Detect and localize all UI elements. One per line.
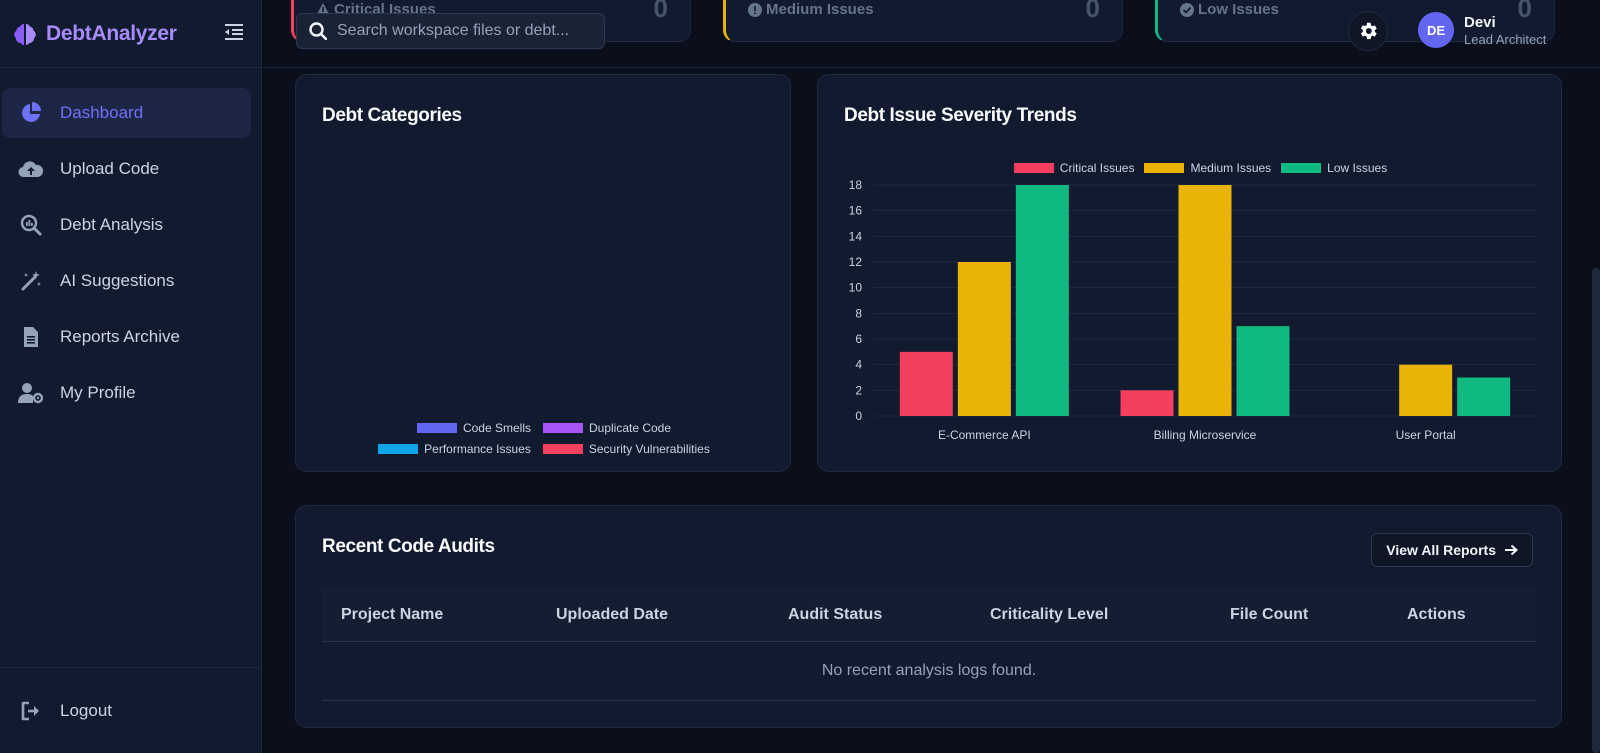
sidebar-item-label: Debt Analysis — [60, 215, 163, 234]
sidebar-item-ai-suggestions[interactable]: AI Suggestions — [2, 256, 251, 306]
sidebar-item-label: Dashboard — [60, 103, 144, 122]
low-issues-label: Low Issues — [1180, 1, 1279, 18]
y-tick-label: 6 — [855, 332, 862, 346]
logout-button[interactable]: Logout — [2, 686, 252, 736]
info-circle-icon — [748, 2, 762, 17]
column-header-criticality-level[interactable]: Criticality Level — [990, 606, 1109, 623]
panel-title: Recent Code Audits — [322, 536, 495, 557]
sidebar-item-label: AI Suggestions — [60, 271, 175, 290]
top-header: Critical Issues 0 Medium Issues 0 Low Is… — [263, 0, 1600, 68]
page-scrollbar[interactable] — [1592, 268, 1600, 753]
panel-title: Debt Issue Severity Trends — [844, 105, 1077, 126]
file-icon — [18, 324, 44, 350]
bar-critical-issues-0[interactable] — [899, 351, 953, 416]
legend-item-low[interactable]: Low Issues — [1281, 161, 1387, 175]
medium-issues-value: 0 — [1085, 0, 1100, 23]
gear-icon — [1360, 22, 1377, 40]
brand: DebtAnalyzer — [0, 0, 261, 68]
sidebar-item-dashboard[interactable]: Dashboard — [2, 88, 251, 138]
chart-pie-icon — [18, 100, 44, 126]
legend-item-security-vulnerabilities[interactable]: Security Vulnerabilities — [542, 442, 710, 456]
sidebar-collapse-button[interactable] — [222, 20, 246, 44]
audits-empty-message: No recent analysis logs found. — [322, 642, 1536, 701]
y-tick-label: 12 — [849, 255, 863, 269]
legend-item-duplicate-code[interactable]: Duplicate Code — [542, 421, 671, 435]
x-tick-label: User Portal — [1396, 428, 1456, 442]
cloud-upload-icon — [18, 156, 44, 182]
low-issues-value: 0 — [1517, 0, 1532, 23]
sidebar-item-upload-code[interactable]: Upload Code — [2, 144, 251, 194]
sidebar-item-label: Upload Code — [60, 159, 160, 178]
bar-medium-issues-2[interactable] — [1399, 364, 1453, 416]
user-menu[interactable]: DE Devi Lead Architect — [1418, 12, 1546, 48]
legend-item-code-smells[interactable]: Code Smells — [416, 421, 531, 435]
logout-icon — [18, 698, 44, 724]
x-tick-label: E-Commerce API — [938, 428, 1031, 442]
sidebar-item-my-profile[interactable]: My Profile — [2, 368, 251, 418]
severity-trends-panel: Debt Issue Severity Trends Critical Issu… — [817, 74, 1562, 472]
brand-name: DebtAnalyzer — [46, 21, 177, 45]
view-all-label: View All Reports — [1386, 542, 1496, 558]
medium-issues-label: Medium Issues — [748, 1, 874, 18]
x-tick-label: Billing Microservice — [1154, 428, 1257, 442]
column-header-audit-status[interactable]: Audit Status — [788, 606, 883, 623]
column-header-uploaded-date[interactable]: Uploaded Date — [556, 606, 669, 623]
y-tick-label: 4 — [855, 358, 862, 372]
avatar: DE — [1418, 12, 1454, 48]
sidebar-item-label: Reports Archive — [60, 327, 180, 346]
audits-table-header: Project Name Uploaded Date Audit Status … — [322, 588, 1536, 642]
column-header-actions[interactable]: Actions — [1407, 606, 1466, 623]
bar-low-issues-0[interactable] — [1015, 185, 1069, 416]
y-tick-label: 8 — [855, 306, 862, 320]
view-all-reports-button[interactable]: View All Reports — [1371, 533, 1533, 567]
debt-categories-panel: Debt Categories Code Smells Duplicate Co… — [295, 74, 791, 472]
y-tick-label: 16 — [849, 204, 863, 218]
y-tick-label: 0 — [855, 409, 862, 423]
column-header-project-name[interactable]: Project Name — [341, 606, 444, 623]
y-tick-label: 14 — [849, 229, 863, 243]
column-header-file-count[interactable]: File Count — [1230, 606, 1309, 623]
logout-label: Logout — [60, 701, 112, 720]
magic-wand-icon — [18, 268, 44, 294]
categories-legend: Code Smells Duplicate Code Performance I… — [296, 421, 792, 463]
check-circle-icon — [1180, 2, 1194, 17]
search-icon — [309, 22, 327, 40]
bar-low-issues-2[interactable] — [1457, 377, 1511, 417]
medium-issues-card: Medium Issues 0 — [723, 0, 1123, 42]
brain-icon — [14, 23, 36, 45]
bar-low-issues-1[interactable] — [1236, 326, 1290, 416]
severity-bar-chart: 0 2 4 6 8 10 12 14 16 18 E-Commerce API Billing Mic… — [849, 178, 1536, 442]
y-tick-label: 10 — [849, 281, 863, 295]
legend-item-critical[interactable]: Critical Issues — [1013, 161, 1134, 175]
legend-item-performance-issues[interactable]: Performance Issues — [378, 442, 531, 456]
logout-section: Logout — [0, 667, 262, 753]
magnify-chart-icon — [18, 212, 44, 238]
collapse-menu-icon — [225, 24, 243, 40]
critical-issues-value: 0 — [653, 0, 668, 23]
sidebar-item-label: My Profile — [60, 383, 136, 402]
arrow-right-icon — [1505, 544, 1518, 556]
trends-legend: Critical Issues Medium Issues Low Issues — [818, 161, 1563, 175]
recent-audits-panel: Recent Code Audits View All Reports Proj… — [295, 505, 1562, 728]
y-tick-label: 2 — [855, 383, 862, 397]
sidebar-item-debt-analysis[interactable]: Debt Analysis — [2, 200, 251, 250]
search-box — [296, 13, 605, 49]
bar-critical-issues-1[interactable] — [1120, 390, 1174, 416]
legend-item-medium[interactable]: Medium Issues — [1144, 161, 1271, 175]
user-role: Lead Architect — [1464, 31, 1547, 47]
search-input[interactable] — [337, 22, 587, 40]
bar-medium-issues-0[interactable] — [957, 262, 1011, 416]
y-tick-label: 18 — [849, 178, 863, 192]
sidebar-item-reports-archive[interactable]: Reports Archive — [2, 312, 251, 362]
sidebar: DebtAnalyzer Dashboard Upload Code — [0, 0, 262, 753]
settings-button[interactable] — [1348, 11, 1388, 51]
user-name: Devi — [1464, 13, 1496, 31]
sidebar-nav: Dashboard Upload Code Debt Analysis AI S… — [0, 68, 261, 418]
panel-title: Debt Categories — [322, 105, 462, 126]
bar-medium-issues-1[interactable] — [1178, 185, 1232, 416]
user-gear-icon — [18, 380, 44, 406]
